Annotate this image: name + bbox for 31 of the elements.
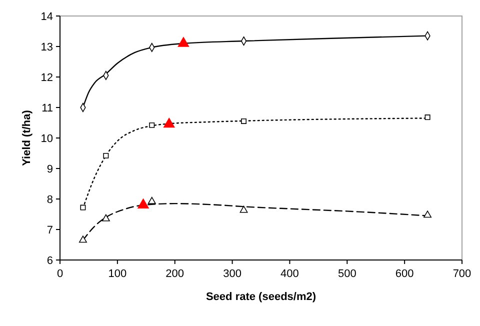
x-tick-label: 100: [108, 268, 127, 280]
point: [424, 114, 430, 120]
point: [163, 117, 175, 128]
point: [137, 198, 150, 208]
y-tick-label: 14: [40, 11, 53, 23]
point: [80, 204, 86, 210]
point: [240, 206, 248, 213]
y-tick-label: 8: [46, 194, 53, 206]
x-axis-title: Seed rate (seeds/m2): [206, 291, 316, 303]
y-tick-label: 11: [42, 102, 53, 114]
x-tick-label: 300: [223, 268, 242, 280]
point: [241, 118, 247, 124]
y-tick-label: 7: [46, 224, 53, 236]
y-axis-title: Yield (t/ha): [21, 110, 33, 166]
point: [102, 214, 110, 222]
y-tick-label: 12: [40, 72, 53, 84]
point: [149, 122, 155, 128]
y-tick-label: 10: [40, 133, 53, 145]
x-tick-label: 500: [338, 268, 356, 280]
y-tick-label: 6: [46, 255, 53, 267]
point: [148, 196, 156, 204]
x-tick-label: 600: [395, 268, 414, 280]
point: [79, 236, 87, 243]
x-tick-label: 0: [56, 268, 64, 280]
x-tick-label: 700: [452, 268, 472, 280]
y-tick-label: 9: [46, 164, 53, 176]
x-tick-label: 200: [166, 268, 184, 280]
point: [103, 152, 109, 158]
point: [424, 210, 432, 218]
y-tick-label: 13: [40, 42, 53, 54]
x-tick-label: 400: [280, 268, 299, 280]
